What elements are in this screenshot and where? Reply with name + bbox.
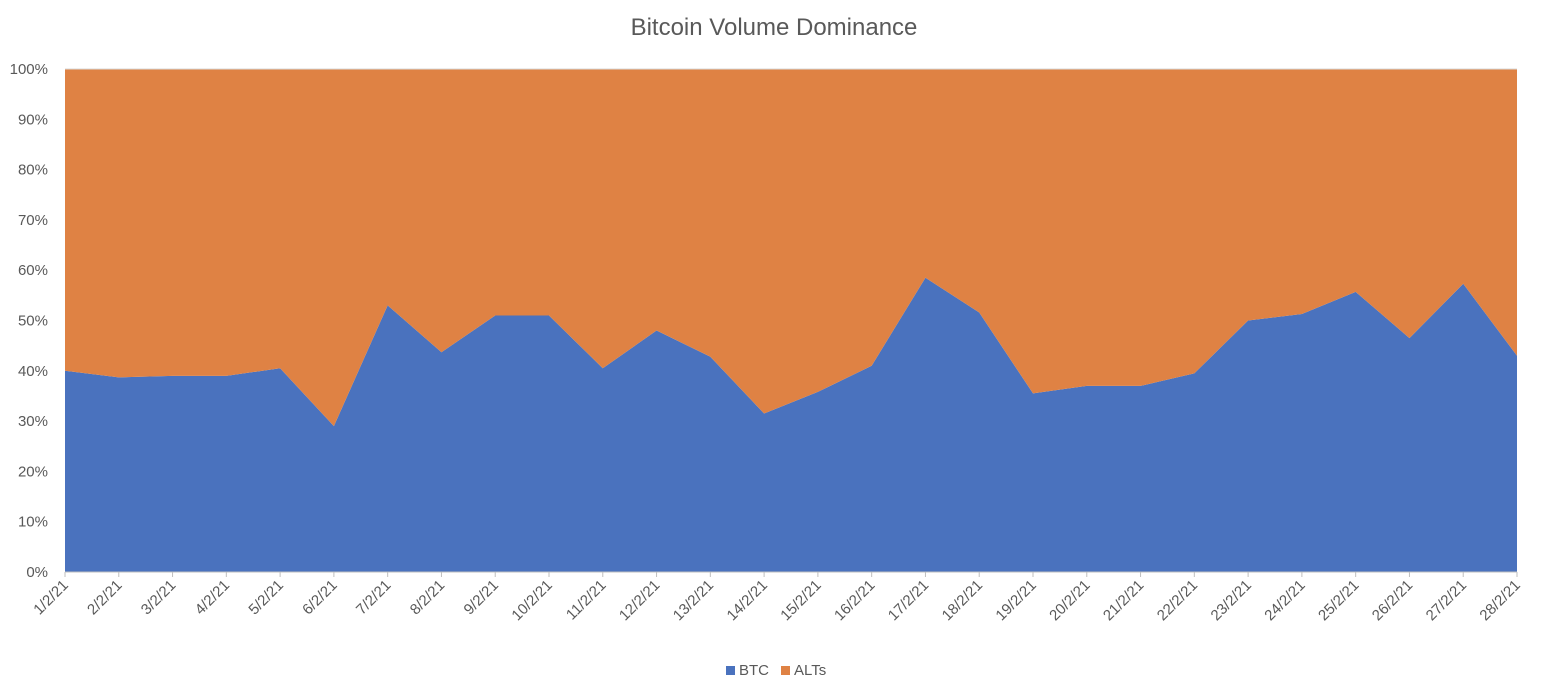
x-tick-label: 12/2/21 [616,577,663,624]
legend-label-btc: BTC [739,662,769,679]
y-tick-label: 100% [10,61,48,78]
y-tick-label: 80% [18,162,48,179]
x-tick-label: 4/2/21 [192,577,234,619]
x-tick-label: 9/2/21 [461,577,503,619]
x-tick-label: 26/2/21 [1369,577,1416,624]
y-tick-label: 60% [18,262,48,279]
x-tick-label: 2/2/21 [84,577,126,619]
y-tick-label: 70% [18,212,48,229]
x-tick-label: 15/2/21 [777,577,824,624]
x-tick-label: 7/2/21 [353,577,395,619]
x-tick-label: 28/2/21 [1476,577,1523,624]
x-tick-label: 3/2/21 [138,577,180,619]
legend-swatch-btc [726,666,735,675]
x-tick-label: 6/2/21 [299,577,341,619]
x-tick-label: 21/2/21 [1100,577,1147,624]
x-tick-label: 11/2/21 [563,577,610,624]
y-tick-label: 10% [18,514,48,531]
x-tick-label: 22/2/21 [1154,577,1201,624]
x-tick-label: 1/2/21 [30,577,72,619]
y-tick-label: 30% [18,413,48,430]
series-area-btc [65,277,1517,572]
legend: BTC ALTs [726,662,826,679]
x-tick-label: 10/2/21 [508,577,555,624]
x-tick-label: 23/2/21 [1208,577,1255,624]
y-tick-label: 90% [18,111,48,128]
y-tick-label: 20% [18,463,48,480]
x-tick-label: 16/2/21 [831,577,878,624]
legend-swatch-alts [781,666,790,675]
x-tick-label: 17/2/21 [885,577,932,624]
x-tick-label: 25/2/21 [1315,577,1362,624]
chart-title: Bitcoin Volume Dominance [631,14,918,41]
x-tick-label: 5/2/21 [245,577,287,619]
x-tick-label: 20/2/21 [1046,577,1093,624]
x-tick-label: 18/2/21 [939,577,986,624]
y-tick-label: 50% [18,313,48,330]
y-tick-label: 40% [18,363,48,380]
y-axis: 0% 10% 20% 30% 40% 50% 60% 70% 80% 90% 100% [10,61,1517,581]
x-tick-label: 27/2/21 [1423,577,1470,624]
x-tick-label: 19/2/21 [992,577,1039,624]
series-area-alts [65,69,1517,427]
legend-label-alts: ALTs [794,662,826,679]
x-tick-label: 13/2/21 [670,577,717,624]
y-tick-label: 0% [26,564,48,581]
x-tick-label: 24/2/21 [1261,577,1308,624]
x-tick-label: 14/2/21 [724,577,771,624]
plot-areas [65,69,1517,572]
x-axis: 1/2/21 2/2/21 3/2/21 4/2/21 5/2/21 6/2/21 7/2/… [30,571,1524,624]
x-tick-label: 8/2/21 [407,577,449,619]
